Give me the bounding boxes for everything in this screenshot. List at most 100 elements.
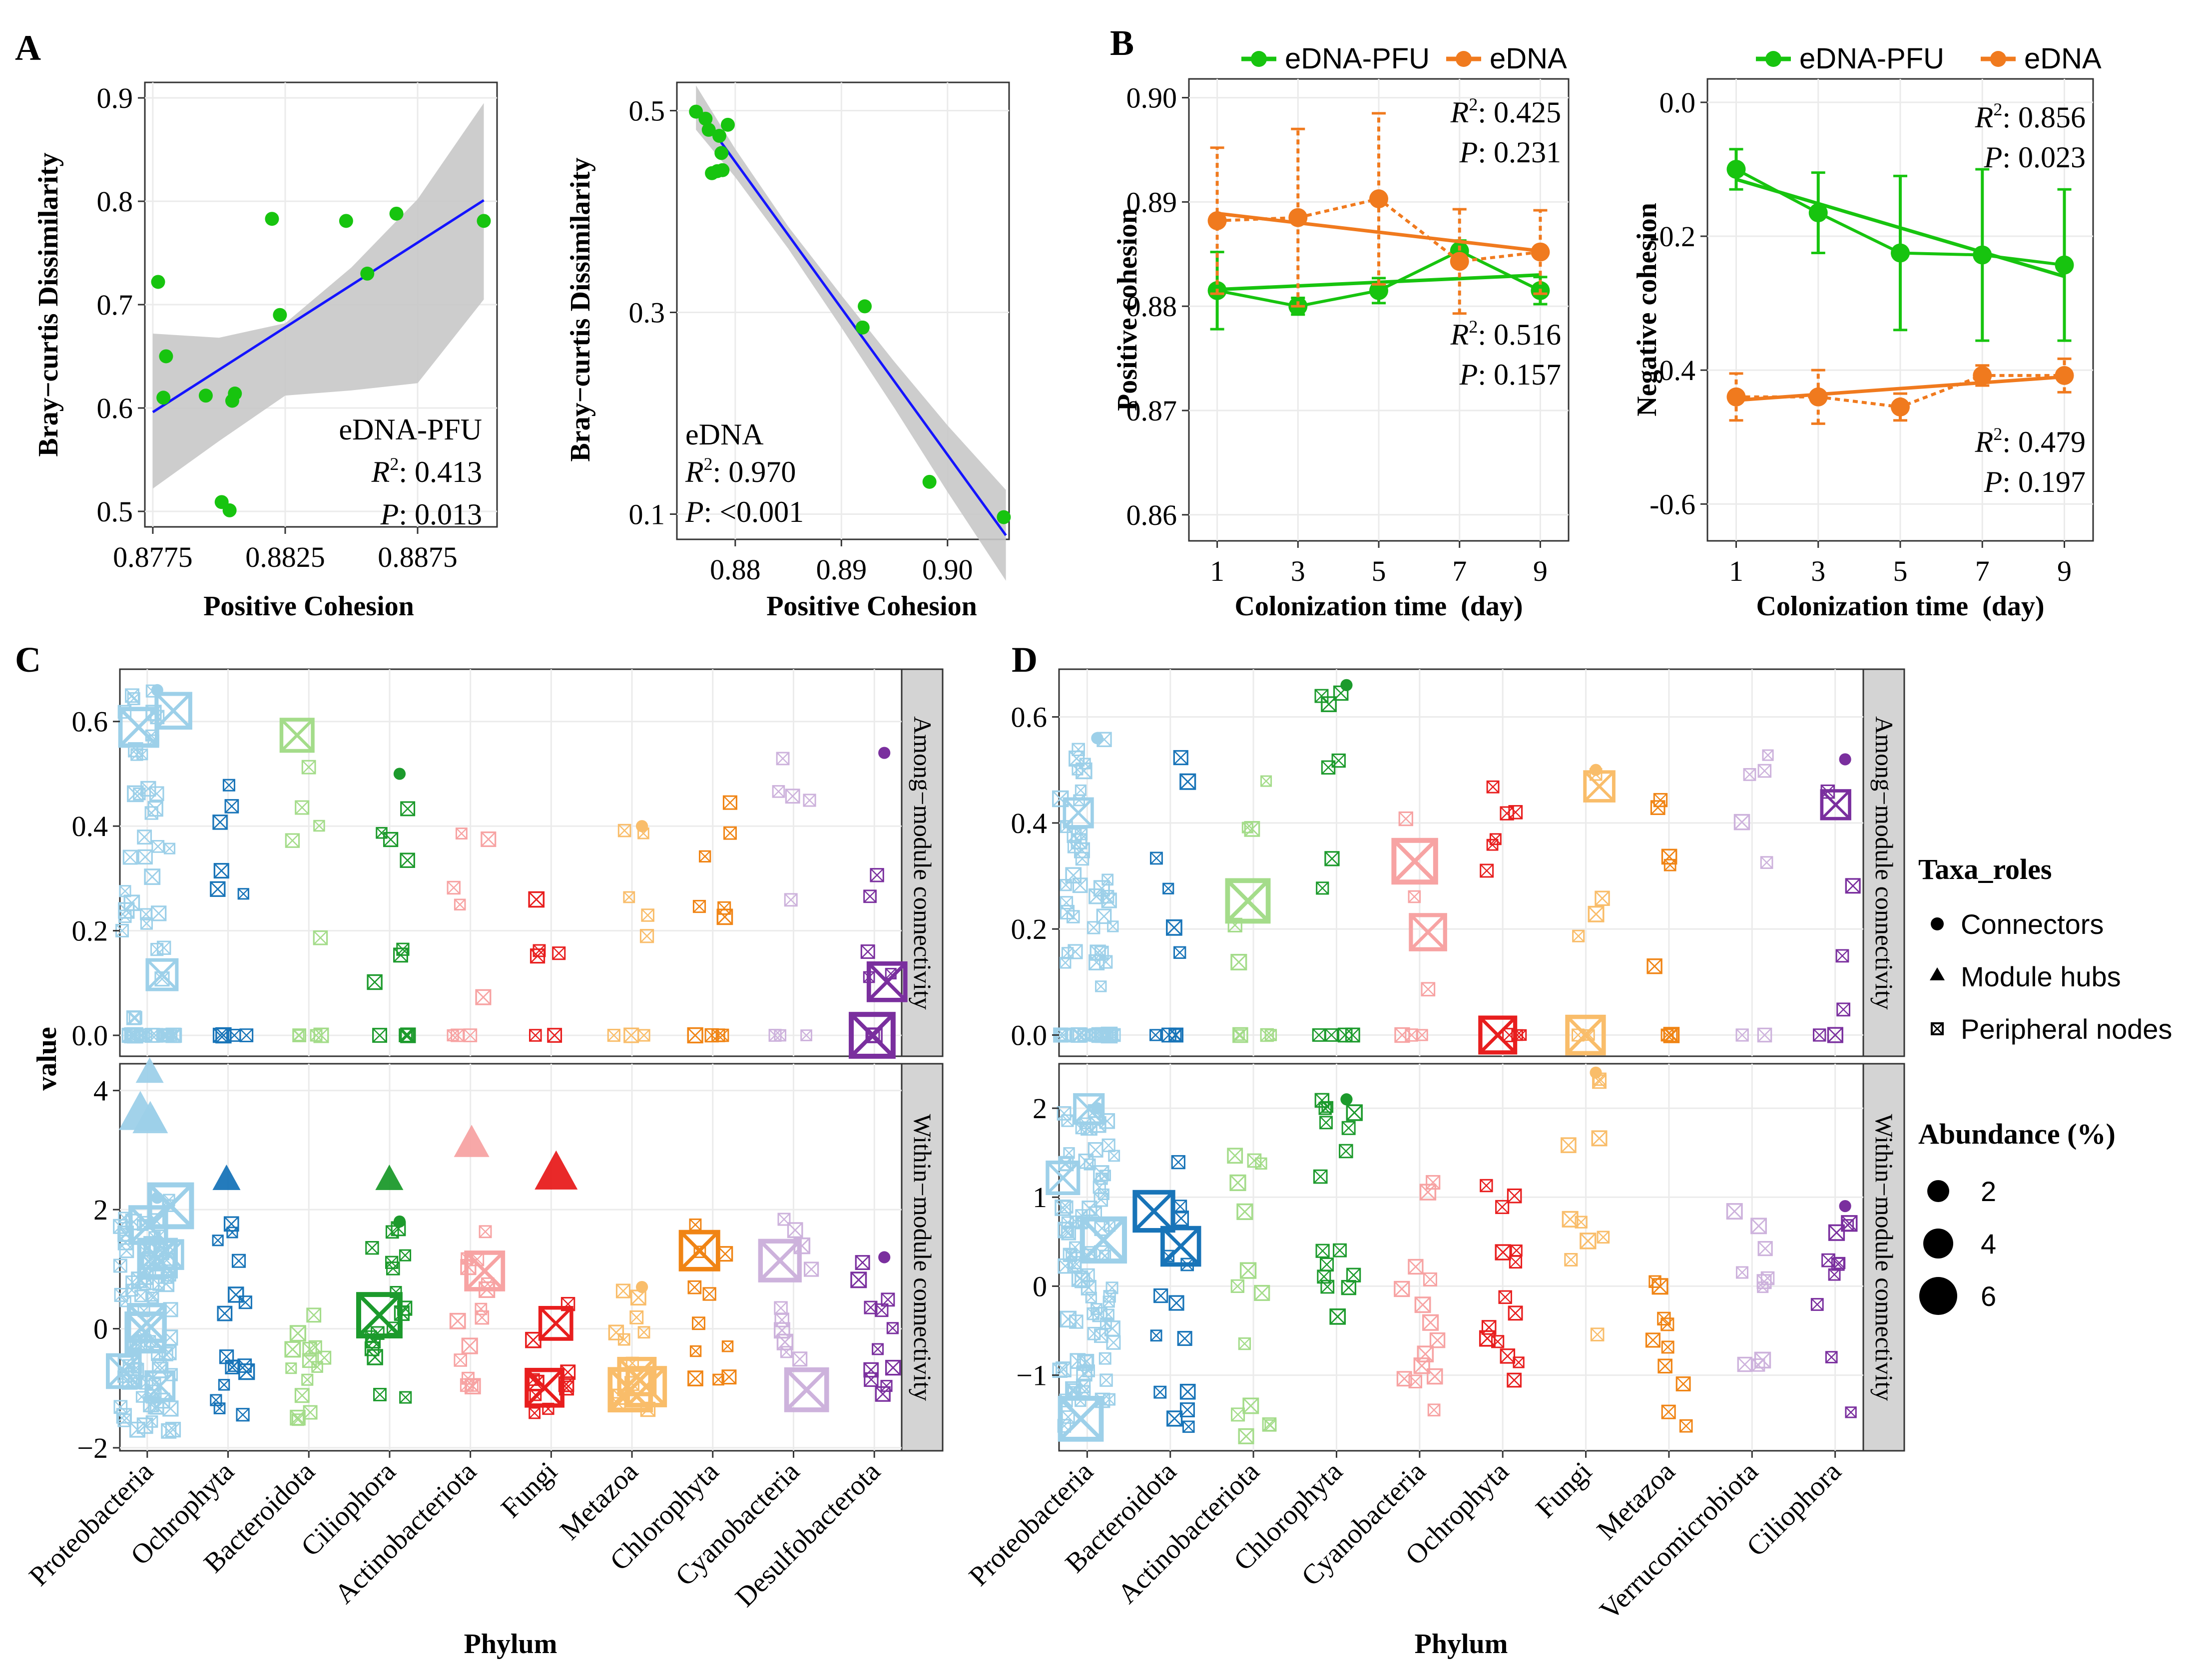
peripheral-cross	[1107, 1028, 1120, 1042]
peripheral-box	[1650, 800, 1665, 815]
peripheral-node-point	[1098, 1352, 1111, 1365]
peripheral-node-point	[1562, 1211, 1579, 1228]
peripheral-node-point	[1314, 689, 1329, 703]
peripheral-cross	[1094, 1246, 1109, 1260]
abundance-2-symbol	[1927, 1180, 1949, 1202]
peripheral-box	[872, 1343, 884, 1355]
peripheral-box	[1241, 822, 1253, 834]
peripheral-node-point	[793, 1237, 811, 1255]
peripheral-cross	[119, 1244, 134, 1258]
peripheral-box	[1575, 1216, 1588, 1229]
data-point	[228, 387, 242, 401]
peripheral-cross	[155, 971, 169, 986]
peripheral-node-point	[106, 1353, 142, 1389]
peripheral-node-point	[1423, 1272, 1437, 1286]
peripheral-node-point	[390, 1286, 402, 1298]
peripheral-node-point	[1486, 780, 1500, 794]
peripheral-box	[154, 971, 170, 987]
peripheral-cross	[1058, 1222, 1074, 1238]
peripheral-box	[639, 929, 654, 943]
peripheral-cross	[1408, 890, 1421, 903]
peripheral-cross	[1088, 1327, 1100, 1340]
peripheral-cross	[1676, 1376, 1690, 1391]
peripheral-box	[152, 1361, 169, 1378]
peripheral-box	[154, 1392, 170, 1409]
peripheral-cross	[1820, 790, 1851, 820]
ytick-label: 0.5	[97, 495, 133, 528]
peripheral-box	[1329, 1308, 1346, 1325]
peripheral-cross	[800, 1029, 812, 1041]
peripheral-cross	[1414, 1357, 1430, 1374]
peripheral-box	[461, 1337, 478, 1354]
peripheral-box	[236, 1408, 250, 1422]
peripheral-node-point	[1173, 1200, 1187, 1214]
peripheral-cross	[1166, 919, 1182, 935]
peripheral-node-point	[1060, 896, 1074, 909]
peripheral-box	[1081, 1122, 1094, 1136]
peripheral-cross	[1265, 1029, 1277, 1041]
peripheral-cross	[214, 1402, 225, 1414]
xtick-label: Proteobacteria	[23, 1456, 159, 1592]
peripheral-node-point	[1058, 1396, 1104, 1442]
peripheral-node-point	[285, 833, 300, 848]
peripheral-box	[127, 692, 140, 706]
peripheral-node-point	[1647, 958, 1662, 974]
peripheral-cross	[687, 1371, 703, 1386]
peripheral-node-point	[623, 1027, 639, 1043]
peripheral-node-point	[1486, 839, 1499, 851]
chart-c-strip-bottom	[901, 1063, 944, 1452]
peripheral-node-point	[454, 1353, 468, 1367]
data-point	[273, 308, 287, 322]
peripheral-box	[238, 1295, 252, 1309]
ytick-label: 0.6	[97, 392, 133, 424]
peripheral-cross	[872, 1343, 884, 1355]
peripheral-cross	[1679, 1419, 1692, 1432]
chart-b2-ylabel: Negative cohesion	[1632, 203, 1662, 417]
peripheral-node-point	[126, 1010, 141, 1025]
peripheral-box	[279, 718, 315, 753]
legend-roles-title: Taxa_roles	[1918, 853, 2052, 885]
peripheral-cross	[476, 989, 491, 1005]
peripheral-cross	[1663, 1027, 1679, 1043]
peripheral-node-point	[127, 692, 140, 706]
peripheral-node-point	[129, 1336, 142, 1349]
peripheral-box	[136, 1417, 153, 1434]
peripheral-box	[1478, 1015, 1518, 1055]
peripheral-node-point	[1513, 1356, 1525, 1368]
peripheral-box	[292, 1028, 306, 1042]
peripheral-node-point	[1645, 1332, 1660, 1348]
peripheral-node-point	[1757, 764, 1772, 778]
peripheral-box	[1341, 1121, 1356, 1135]
peripheral-box	[1084, 1158, 1096, 1171]
peripheral-cross	[1233, 1029, 1245, 1041]
peripheral-box	[1762, 749, 1774, 761]
peripheral-box	[1423, 1272, 1437, 1286]
peripheral-box	[1060, 1310, 1077, 1328]
peripheral-box	[289, 1325, 306, 1342]
peripheral-cross	[529, 1029, 542, 1042]
peripheral-node-point	[151, 840, 165, 853]
peripheral-cross	[1090, 945, 1106, 961]
peripheral-node-point	[212, 1235, 224, 1247]
peripheral-cross	[1243, 1398, 1259, 1414]
peripheral-cross	[450, 1313, 466, 1329]
ytick-label: 0.4	[72, 810, 108, 842]
peripheral-cross	[113, 1219, 128, 1234]
peripheral-cross	[238, 888, 249, 899]
peripheral-box	[308, 1340, 322, 1354]
data-point	[1207, 211, 1227, 230]
peripheral-box	[397, 1300, 413, 1316]
peripheral-cross	[787, 1222, 803, 1238]
peripheral-cross	[1312, 1028, 1326, 1042]
chart-b2-annot2-p: P: 0.197	[1984, 465, 2086, 498]
peripheral-cross	[539, 1306, 573, 1340]
peripheral-box	[1162, 1250, 1175, 1262]
peripheral-cross	[1060, 879, 1072, 891]
peripheral-box	[702, 1287, 716, 1301]
peripheral-cross	[456, 828, 468, 840]
peripheral-cross	[638, 1029, 650, 1042]
peripheral-node-point	[1726, 1203, 1743, 1220]
peripheral-box	[1324, 1028, 1338, 1042]
peripheral-node-point	[313, 820, 325, 832]
peripheral-cross	[401, 1028, 414, 1042]
